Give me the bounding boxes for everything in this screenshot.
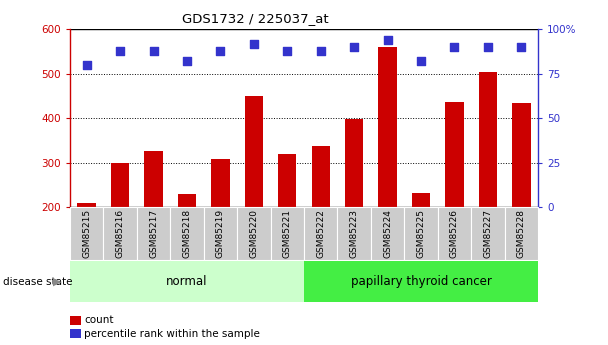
Bar xyxy=(244,96,263,207)
Text: GSM85221: GSM85221 xyxy=(283,209,292,258)
Text: GSM85218: GSM85218 xyxy=(182,209,192,258)
Point xyxy=(282,48,292,53)
Bar xyxy=(103,207,137,260)
Point xyxy=(182,59,192,64)
Text: GSM85220: GSM85220 xyxy=(249,209,258,258)
Bar xyxy=(204,207,237,260)
Bar xyxy=(438,207,471,260)
Text: GSM85216: GSM85216 xyxy=(116,209,125,258)
Bar xyxy=(278,154,297,207)
Bar xyxy=(345,119,364,207)
Text: GSM85225: GSM85225 xyxy=(416,209,426,258)
Point xyxy=(416,59,426,64)
Text: GDS1732 / 225037_at: GDS1732 / 225037_at xyxy=(182,12,329,25)
Bar xyxy=(378,47,397,207)
Bar xyxy=(211,159,230,207)
Bar xyxy=(412,193,430,207)
Point xyxy=(81,62,91,68)
Text: percentile rank within the sample: percentile rank within the sample xyxy=(84,329,260,339)
Point xyxy=(483,44,493,50)
Text: GSM85226: GSM85226 xyxy=(450,209,459,258)
Text: GSM85215: GSM85215 xyxy=(82,209,91,258)
Bar xyxy=(505,207,538,260)
Bar xyxy=(137,207,170,260)
Bar xyxy=(337,207,371,260)
Bar xyxy=(77,203,96,207)
Text: normal: normal xyxy=(166,275,208,288)
Point xyxy=(115,48,125,53)
Bar xyxy=(304,261,538,302)
Text: papillary thyroid cancer: papillary thyroid cancer xyxy=(351,275,491,288)
Point xyxy=(148,48,158,53)
Text: GSM85223: GSM85223 xyxy=(350,209,359,258)
Text: GSM85222: GSM85222 xyxy=(316,209,325,258)
Text: GSM85224: GSM85224 xyxy=(383,209,392,258)
Bar xyxy=(144,151,163,207)
Point xyxy=(383,37,393,43)
Text: disease state: disease state xyxy=(3,277,72,286)
Bar xyxy=(111,162,130,207)
Text: GSM85217: GSM85217 xyxy=(149,209,158,258)
Bar xyxy=(237,207,271,260)
Bar xyxy=(70,207,103,260)
Point xyxy=(517,44,527,50)
Point xyxy=(349,44,359,50)
Bar xyxy=(170,207,204,260)
Text: GSM85227: GSM85227 xyxy=(483,209,492,258)
Bar xyxy=(271,207,304,260)
Text: GSM85219: GSM85219 xyxy=(216,209,225,258)
Bar xyxy=(311,146,330,207)
Text: count: count xyxy=(84,315,114,325)
Point xyxy=(249,41,259,46)
Bar xyxy=(471,207,505,260)
Text: GSM85228: GSM85228 xyxy=(517,209,526,258)
Bar xyxy=(304,207,337,260)
Bar xyxy=(371,207,404,260)
Bar xyxy=(178,194,196,207)
Point xyxy=(215,48,225,53)
Bar xyxy=(404,207,438,260)
Bar xyxy=(70,261,304,302)
Bar xyxy=(478,72,497,207)
Point xyxy=(449,44,460,50)
Bar xyxy=(445,102,464,207)
Text: ▶: ▶ xyxy=(53,277,61,286)
Point xyxy=(316,48,326,53)
Bar xyxy=(512,102,531,207)
